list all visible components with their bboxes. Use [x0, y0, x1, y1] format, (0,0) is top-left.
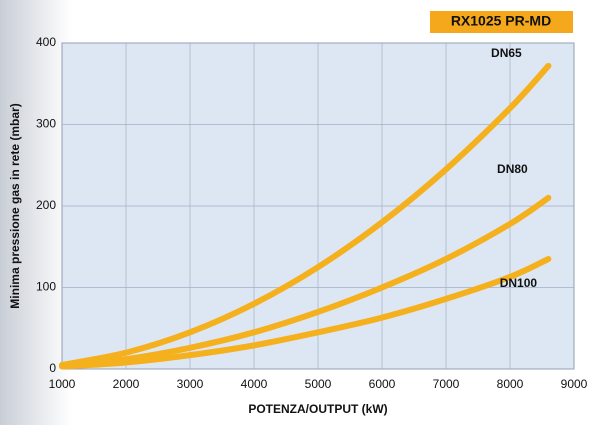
x-tick-label: 1000: [49, 377, 76, 391]
series-line: [59, 62, 552, 368]
badge: RX1025 PR-MD: [451, 13, 551, 29]
series-label: DN65: [491, 46, 522, 60]
series-line: [59, 194, 552, 369]
x-tick-label: 8000: [497, 377, 524, 391]
x-tick-label: 3000: [177, 377, 204, 391]
x-tick-label: 5000: [305, 377, 332, 391]
y-tick-label: 300: [36, 117, 56, 131]
x-axis-label: POTENZA/OUTPUT (kW): [248, 402, 387, 416]
x-tick-label: 9000: [561, 377, 588, 391]
series-label: DN100: [500, 276, 538, 290]
y-tick-label: 100: [36, 280, 56, 294]
x-tick-label: 2000: [113, 377, 140, 391]
y-tick-label: 200: [36, 198, 56, 212]
y-axis-label: Minima pressione gas in rete (mbar): [8, 103, 22, 308]
y-tick-label: 0: [49, 361, 56, 375]
badge-box: [430, 11, 573, 33]
x-tick-label: 4000: [241, 377, 268, 391]
series-line: [59, 255, 552, 370]
series-label: DN80: [497, 162, 528, 176]
x-tick-label: 7000: [433, 377, 460, 391]
y-tick-label: 400: [36, 35, 56, 49]
x-tick-label: 6000: [369, 377, 396, 391]
